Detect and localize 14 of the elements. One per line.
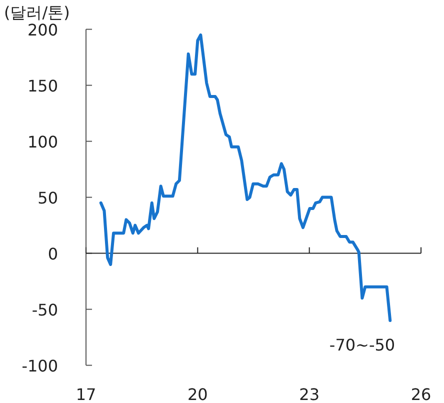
y-tick-label: 50: [38, 188, 58, 208]
x-tick-label: 17: [76, 385, 96, 403]
y-tick-label: -100: [22, 356, 58, 376]
y-tick-label: -50: [32, 300, 58, 320]
y-tick-label: 200: [27, 20, 58, 40]
line-series: [99, 33, 392, 322]
y-tick-label: 150: [27, 76, 58, 96]
y-tick-label: 100: [27, 132, 58, 152]
y-tick-label: 0: [48, 244, 58, 264]
x-tick-label: 26: [410, 385, 432, 403]
x-tick-label: 20: [187, 385, 208, 403]
y-axis-title: (달러/톤): [4, 3, 70, 22]
annotation: -70~-50: [329, 336, 396, 354]
x-tick-label: 23: [299, 385, 320, 403]
